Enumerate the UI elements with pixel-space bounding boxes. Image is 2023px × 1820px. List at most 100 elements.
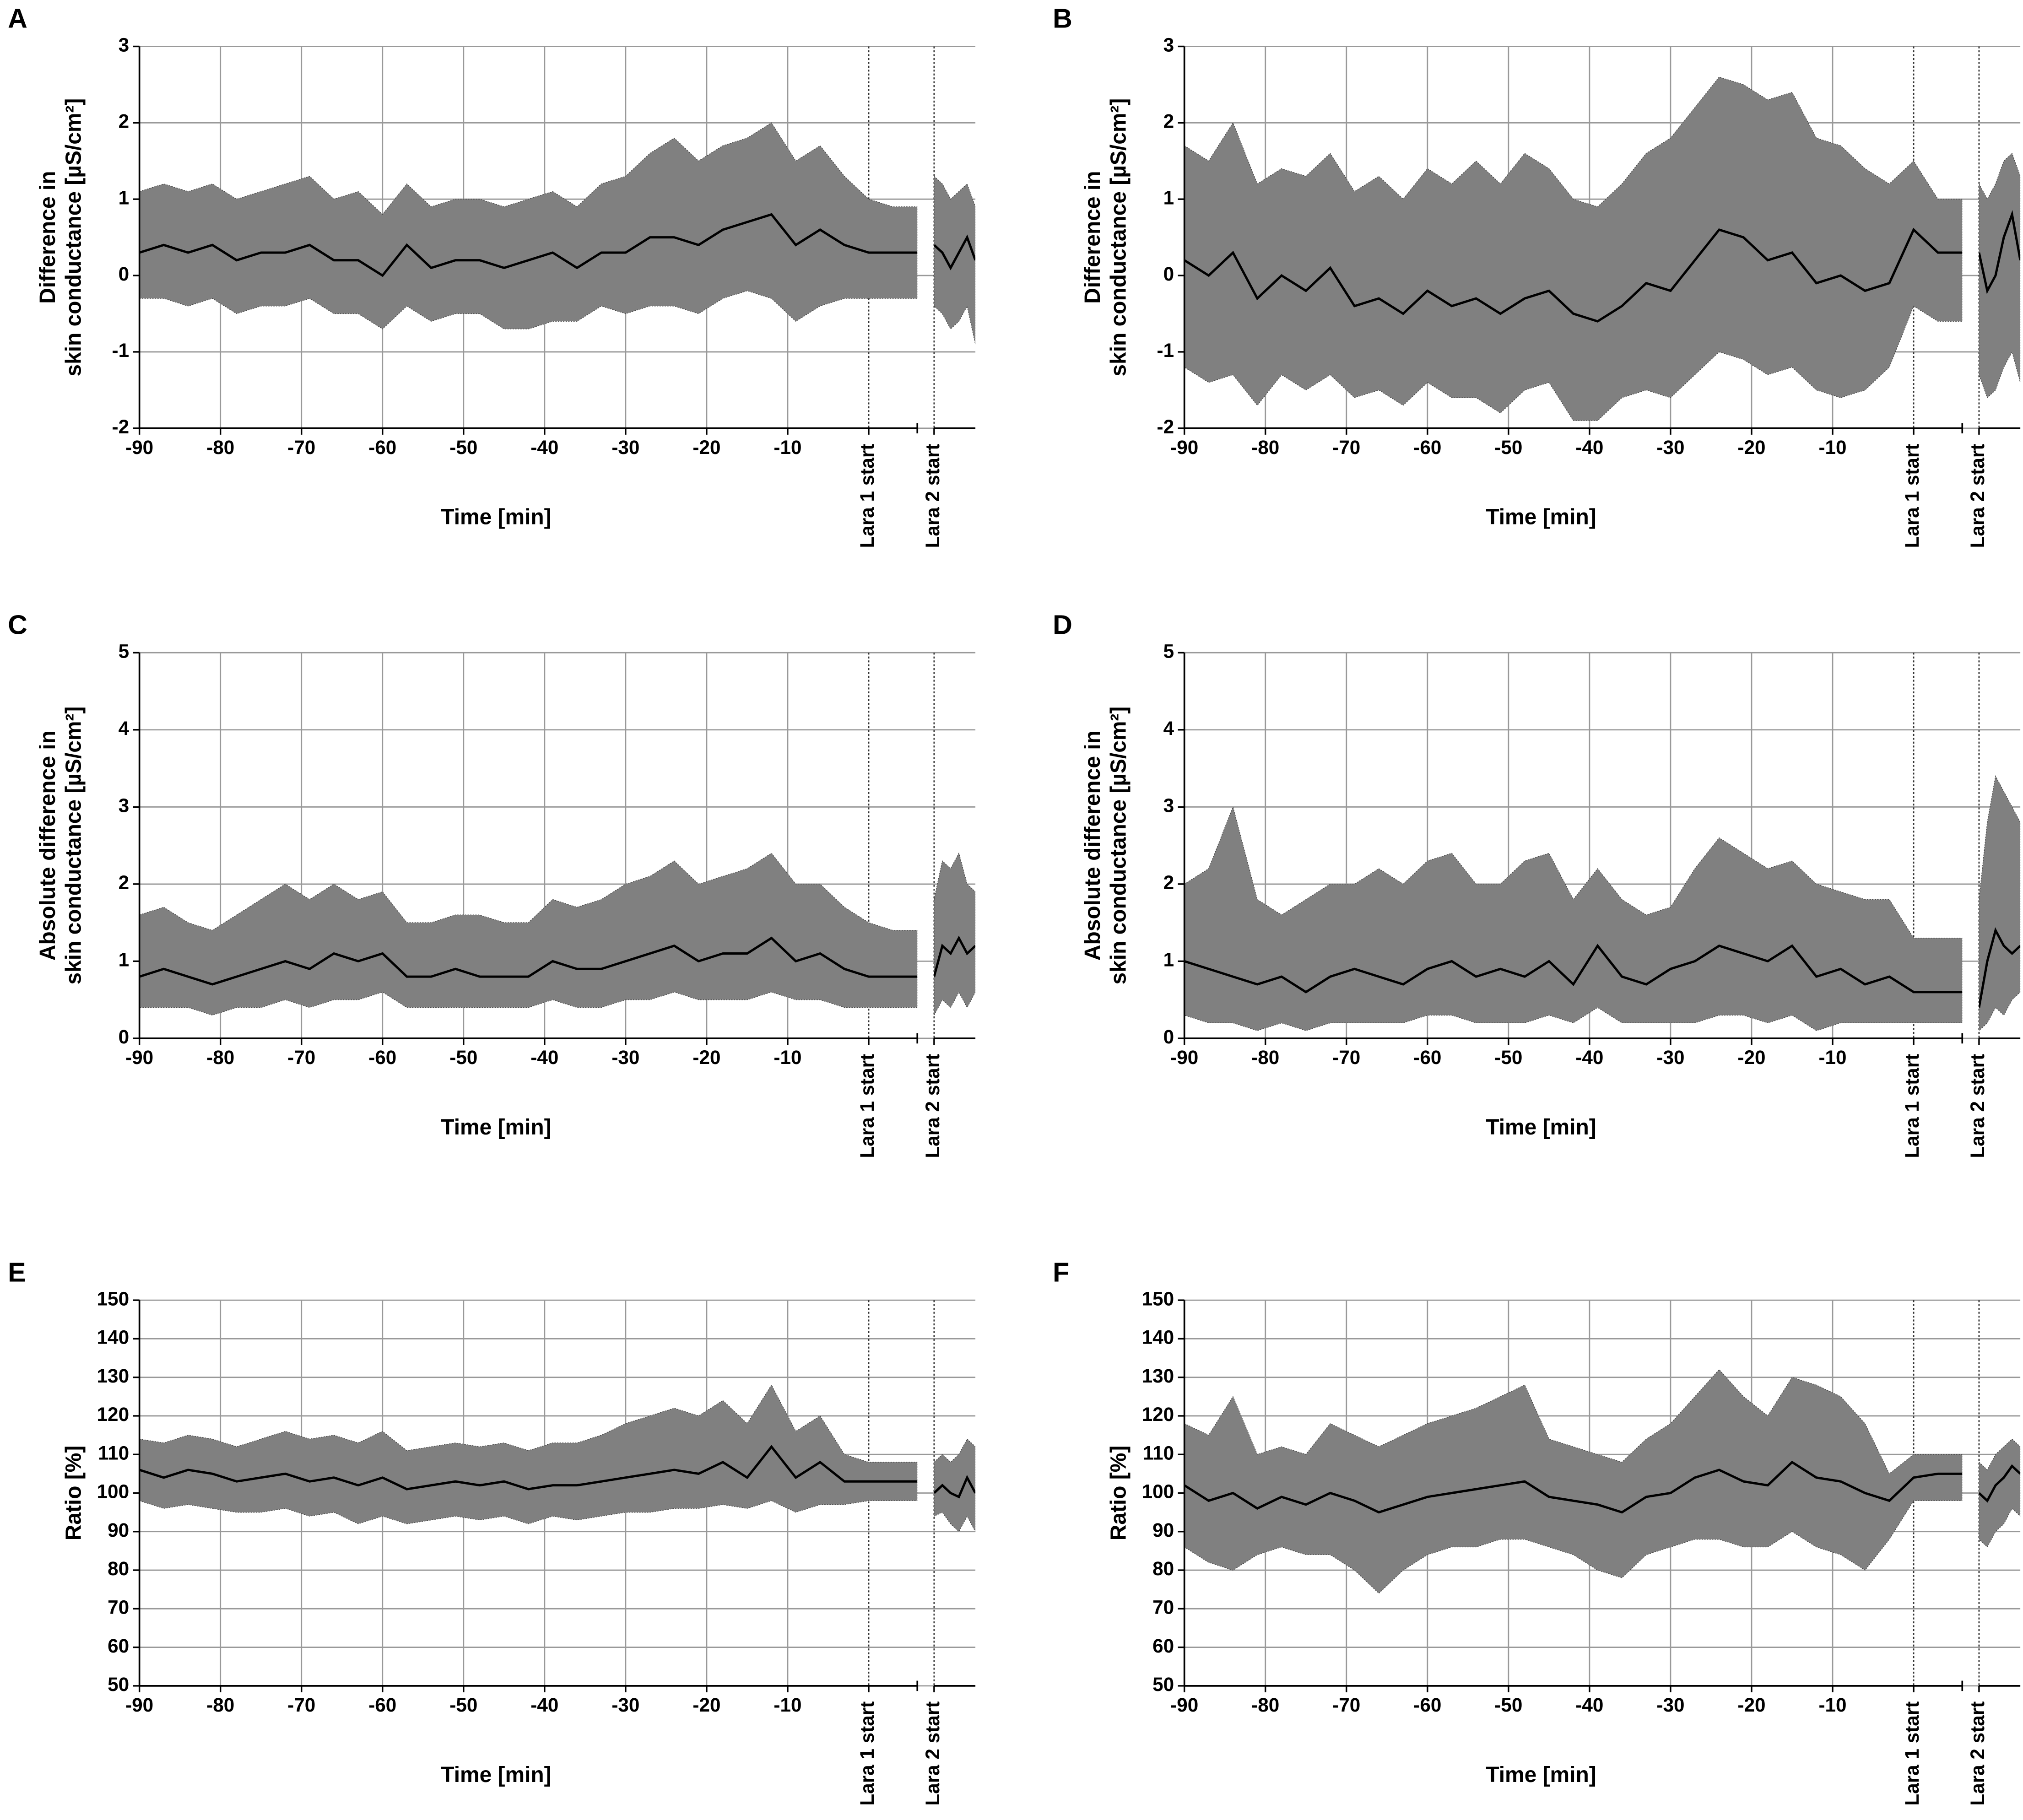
y-tick-label: 80: [1152, 1558, 1174, 1579]
band: [934, 1438, 976, 1532]
x-tick-label: -50: [449, 437, 477, 458]
y-tick-label: -1: [112, 340, 130, 361]
x-tick-label: -50: [449, 1694, 477, 1716]
event-label: Lara 1 start: [856, 444, 878, 548]
x-tick-label: -50: [1494, 1047, 1522, 1068]
mean-line: [1184, 227, 1963, 323]
x-tick-label: -10: [774, 1047, 801, 1068]
band: [934, 852, 976, 1015]
y-tick-label: 1: [1163, 949, 1174, 971]
y-tick-label: 90: [1152, 1519, 1174, 1541]
y-tick-label: 2: [1163, 872, 1174, 893]
x-tick-label: -90: [1170, 437, 1198, 458]
band: [1979, 1438, 2021, 1548]
y-tick-label: 5: [1163, 640, 1174, 662]
y-axis-label: Absolute difference in: [36, 730, 60, 961]
x-tick-label: -30: [1656, 437, 1684, 458]
y-tick-label: 0: [119, 1026, 130, 1048]
x-tick-label: -10: [774, 437, 801, 458]
y-axis-label: Difference in: [36, 171, 60, 304]
event-label: Lara 2 start: [922, 444, 943, 548]
x-tick-label: -70: [1332, 437, 1360, 458]
y-tick-label: 140: [97, 1327, 130, 1348]
band: [1979, 152, 2021, 399]
x-tick-label: -60: [1413, 1047, 1441, 1068]
x-tick-label: -80: [206, 437, 234, 458]
x-tick-label: -40: [530, 1047, 558, 1068]
x-tick-label: -70: [287, 1047, 315, 1068]
mean-line: [934, 1474, 976, 1499]
panel: 50 60 70 80 90 100 110 120 130 140 150 -90 -80 -70 -60…: [1053, 1257, 2021, 1806]
event-label: Lara 2 start: [922, 1701, 943, 1806]
x-axis-label: Time [min]: [1486, 1115, 1596, 1140]
y-tick-label: 130: [1142, 1365, 1174, 1387]
y-tick-label: 4: [1163, 718, 1174, 739]
panel-label: E: [8, 1257, 26, 1287]
x-tick-label: -60: [1413, 1694, 1441, 1716]
panel: 50 60 70 80 90 100 110 120 130 140 150 -90 -80 -70 -60…: [8, 1257, 976, 1806]
mean-line: [1184, 944, 1963, 994]
y-tick-label: 70: [1152, 1596, 1174, 1618]
y-tick-label: 2: [119, 110, 130, 132]
y-tick-label: 0: [1163, 263, 1174, 285]
y-tick-label: 110: [1143, 1442, 1174, 1464]
y-tick-label: 150: [1142, 1288, 1174, 1309]
x-tick-label: -50: [1494, 1694, 1522, 1716]
x-tick-label: -30: [611, 1694, 639, 1716]
x-tick-label: -80: [1251, 1694, 1279, 1716]
x-tick-label: -20: [1737, 1047, 1765, 1068]
y-tick-label: 110: [98, 1442, 129, 1464]
y-tick-label: 1: [119, 187, 130, 208]
x-tick-label: -40: [1575, 437, 1603, 458]
y-tick-label: 4: [119, 718, 130, 739]
y-tick-label: 100: [1142, 1481, 1174, 1502]
x-tick-label: -80: [206, 1694, 234, 1716]
x-tick-label: -20: [1737, 1694, 1765, 1716]
mean-line: [1979, 210, 2021, 294]
mean-line: [934, 234, 976, 270]
panel: 0 1 2 3 4 5 -90 -80 -70 -60 -50 -40 -30 -20 -10 Lara 1 …: [1053, 609, 2021, 1158]
x-axis-label: Time [min]: [1486, 505, 1596, 529]
event-label: Lara 1 start: [856, 1054, 878, 1158]
band: [1184, 76, 1963, 421]
x-tick-label: -90: [1170, 1047, 1198, 1068]
x-tick-label: -80: [206, 1047, 234, 1068]
y-tick-label: 5: [119, 640, 130, 662]
event-label: Lara 2 start: [922, 1054, 943, 1158]
x-tick-label: -90: [1170, 1694, 1198, 1716]
x-tick-label: -20: [692, 437, 720, 458]
y-tick-label: 120: [97, 1404, 130, 1425]
y-tick-label: 1: [1163, 187, 1174, 208]
y-tick-label: 100: [97, 1481, 130, 1502]
panel-label: F: [1053, 1257, 1069, 1287]
y-axis-label: skin conductance [µS/cm²]: [1106, 707, 1130, 985]
y-tick-label: 1: [119, 949, 130, 971]
y-tick-label: 150: [97, 1288, 130, 1309]
event-label: Lara 2 start: [1967, 1054, 1988, 1158]
y-axis-label: skin conductance [µS/cm²]: [1106, 98, 1130, 377]
mean-line: [139, 213, 918, 277]
event-label: Lara 1 start: [1901, 1701, 1923, 1806]
x-tick-label: -60: [368, 1047, 396, 1068]
event-label: Lara 1 start: [1901, 1054, 1923, 1158]
x-tick-label: -60: [368, 437, 396, 458]
panel-label: C: [8, 609, 27, 640]
y-tick-label: 130: [97, 1365, 130, 1387]
x-tick-label: -20: [1737, 437, 1765, 458]
x-tick-label: -30: [1656, 1047, 1684, 1068]
band: [139, 1384, 918, 1524]
event-label: Lara 2 start: [1967, 444, 1988, 548]
x-tick-label: -50: [449, 1047, 477, 1068]
y-tick-label: 60: [108, 1635, 129, 1657]
x-axis-label: Time [min]: [441, 1763, 551, 1787]
y-tick-label: 0: [1163, 1026, 1174, 1048]
x-tick-label: -70: [287, 1694, 315, 1716]
x-tick-label: -40: [530, 437, 558, 458]
y-tick-label: -1: [1157, 340, 1174, 361]
y-tick-label: 140: [1142, 1327, 1174, 1348]
y-axis-label: Ratio [%]: [1106, 1446, 1130, 1541]
y-tick-label: 2: [119, 872, 130, 893]
